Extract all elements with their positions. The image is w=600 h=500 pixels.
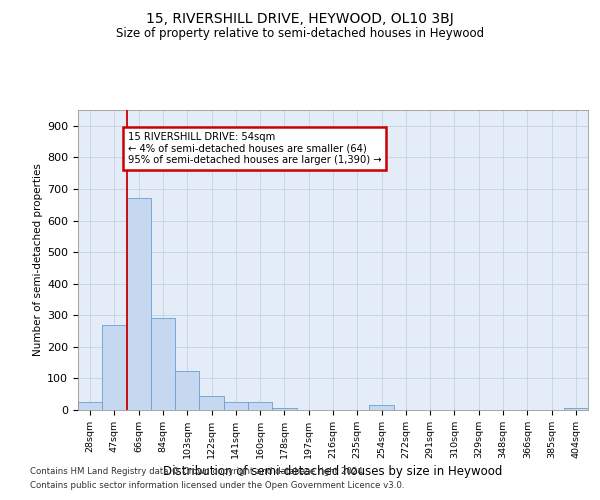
Bar bbox=[272, 408, 296, 410]
Text: 15, RIVERSHILL DRIVE, HEYWOOD, OL10 3BJ: 15, RIVERSHILL DRIVE, HEYWOOD, OL10 3BJ bbox=[146, 12, 454, 26]
Bar bbox=[175, 370, 199, 410]
Bar bbox=[370, 406, 394, 410]
X-axis label: Distribution of semi-detached houses by size in Heywood: Distribution of semi-detached houses by … bbox=[163, 465, 503, 478]
Text: Size of property relative to semi-detached houses in Heywood: Size of property relative to semi-detach… bbox=[116, 28, 484, 40]
Y-axis label: Number of semi-detached properties: Number of semi-detached properties bbox=[33, 164, 43, 356]
Bar bbox=[564, 408, 588, 410]
Text: Contains HM Land Registry data © Crown copyright and database right 2024.: Contains HM Land Registry data © Crown c… bbox=[30, 467, 365, 476]
Text: 15 RIVERSHILL DRIVE: 54sqm
← 4% of semi-detached houses are smaller (64)
95% of : 15 RIVERSHILL DRIVE: 54sqm ← 4% of semi-… bbox=[128, 132, 382, 166]
Bar bbox=[127, 198, 151, 410]
Bar bbox=[78, 402, 102, 410]
Bar bbox=[248, 402, 272, 410]
Bar bbox=[151, 318, 175, 410]
Text: Contains public sector information licensed under the Open Government Licence v3: Contains public sector information licen… bbox=[30, 481, 404, 490]
Bar bbox=[199, 396, 224, 410]
Bar bbox=[102, 324, 127, 410]
Bar bbox=[224, 402, 248, 410]
